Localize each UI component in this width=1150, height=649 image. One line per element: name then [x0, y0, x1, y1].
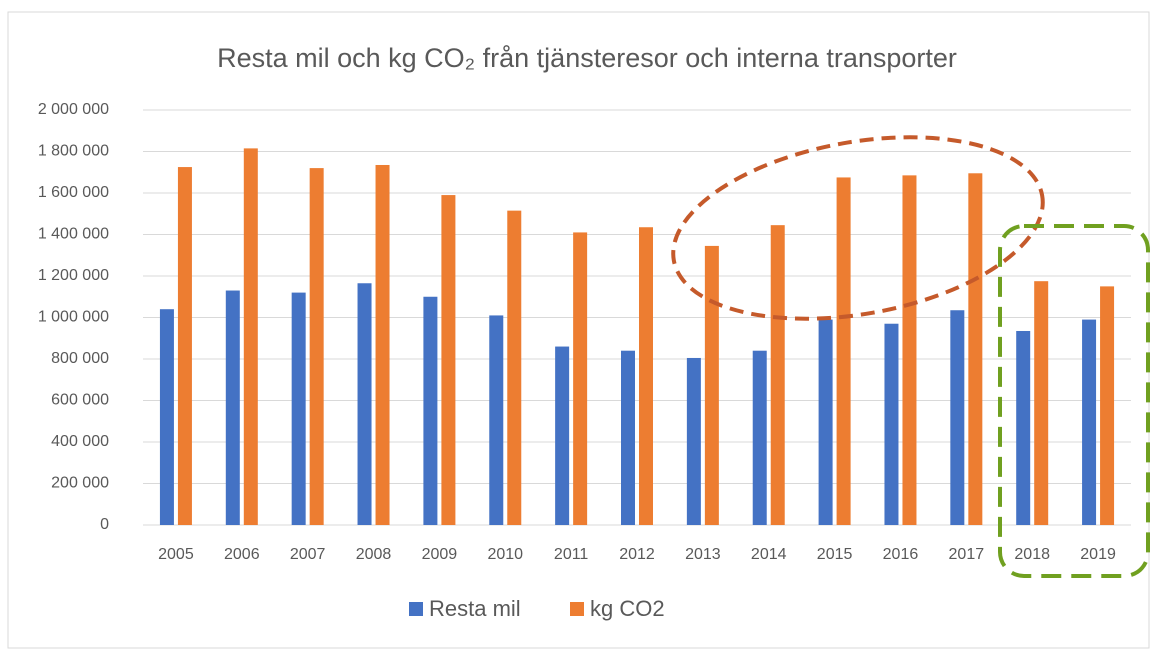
y-tick-label: 1 800 000	[38, 143, 109, 160]
x-tick-label: 2014	[751, 546, 787, 563]
x-tick-label: 2018	[1014, 546, 1050, 563]
y-tick-label: 2 000 000	[38, 101, 109, 118]
bar	[1100, 286, 1115, 525]
x-tick-label: 2005	[158, 546, 194, 563]
bar	[1082, 319, 1097, 525]
bar	[177, 167, 192, 525]
bar	[686, 357, 701, 525]
plot-area: 0 200 000 400 000 600 000 800 000 1 000 000 1 …	[38, 101, 1131, 621]
y-tick-label: 1 600 000	[38, 184, 109, 201]
bar	[489, 315, 504, 525]
bar	[309, 168, 324, 525]
bar	[1034, 281, 1049, 525]
x-tick-label: 2017	[949, 546, 985, 563]
y-tick-label: 200 000	[51, 475, 109, 492]
bar	[159, 309, 174, 525]
bar	[884, 323, 899, 525]
bar	[818, 319, 833, 525]
x-tick-label: 2008	[356, 546, 392, 563]
bar	[375, 164, 390, 526]
x-tick-label: 2007	[290, 546, 326, 563]
bar	[507, 210, 522, 525]
x-tick-label: 2011	[554, 546, 589, 563]
x-tick-label: 2006	[224, 546, 260, 563]
bar	[243, 148, 258, 525]
legend-swatch	[409, 602, 423, 616]
bar	[752, 350, 767, 525]
bar	[441, 195, 456, 525]
x-tick-label: 2012	[619, 546, 655, 563]
x-tick-label: 2015	[817, 546, 853, 563]
x-tick-label: 2013	[685, 546, 721, 563]
bar	[621, 350, 635, 525]
bar	[357, 283, 372, 525]
bar	[555, 346, 570, 525]
x-tick-label: 2009	[422, 546, 458, 563]
bar	[770, 225, 785, 525]
chart-title: Resta mil och kg CO₂ från tjänsteresor o…	[217, 43, 957, 73]
bar	[950, 310, 965, 525]
bar	[1016, 330, 1031, 525]
bar	[704, 245, 719, 525]
bar	[968, 173, 983, 525]
highlight-ellipse	[671, 135, 1045, 321]
legend-label: kg CO2	[590, 596, 665, 621]
y-tick-label: 600 000	[51, 392, 109, 409]
bar	[225, 290, 240, 525]
y-tick-label: 400 000	[51, 433, 109, 450]
bar	[639, 227, 653, 526]
highlight-box	[998, 224, 1150, 578]
bar	[573, 232, 588, 526]
bar	[423, 296, 438, 525]
legend-label: Resta mil	[429, 596, 521, 621]
x-tick-label: 2010	[487, 546, 523, 563]
x-tick-label: 2019	[1080, 546, 1116, 563]
y-tick-label: 1 000 000	[38, 309, 109, 326]
y-tick-label: 1 200 000	[38, 267, 109, 284]
y-tick-label: 800 000	[51, 350, 109, 367]
legend-swatch	[570, 602, 584, 616]
bar	[836, 177, 851, 525]
bar	[902, 175, 917, 526]
y-tick-label: 0	[100, 516, 109, 533]
x-tick-label: 2016	[883, 546, 919, 563]
y-tick-label: 1 400 000	[38, 226, 109, 243]
bar	[291, 292, 306, 525]
